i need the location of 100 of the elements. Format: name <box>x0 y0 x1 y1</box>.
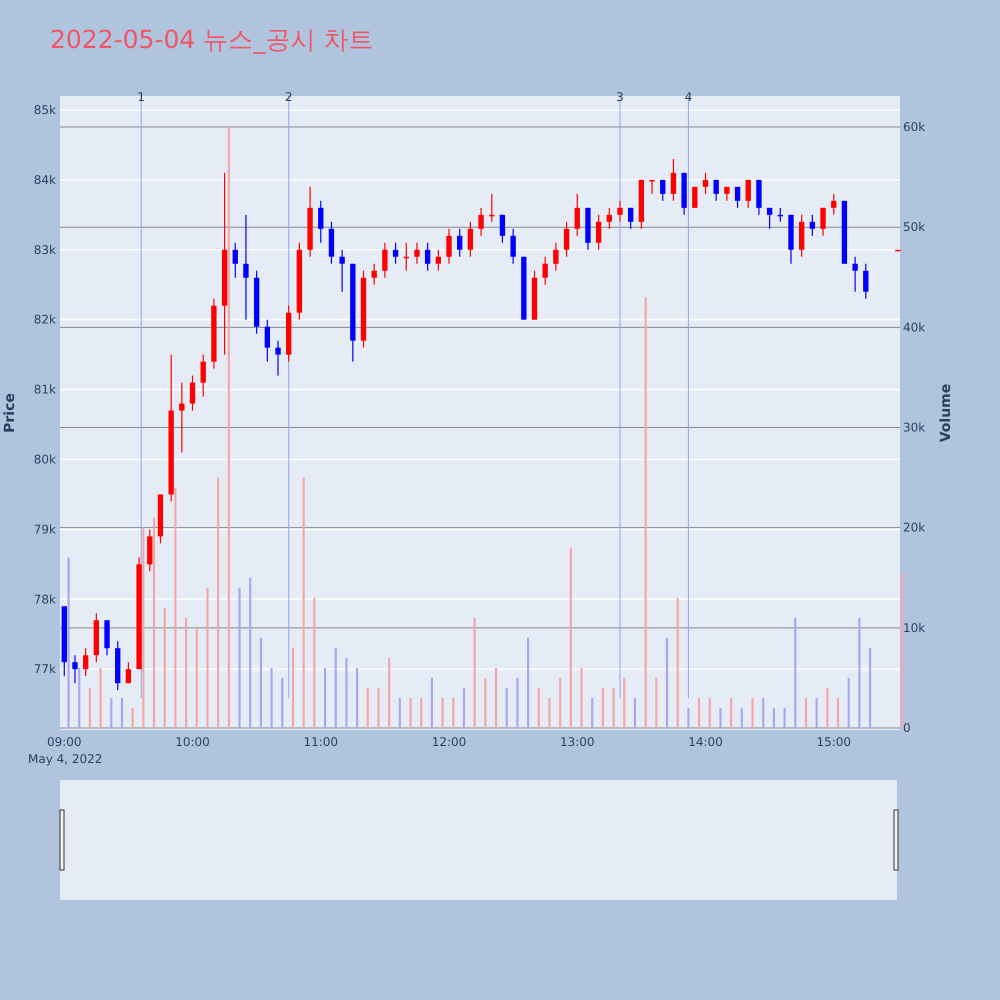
bar <box>848 678 850 728</box>
bar <box>602 688 604 728</box>
y-tick-label: 78k <box>34 592 56 606</box>
text: May 4, 2022 <box>28 752 102 766</box>
ref-line-label: 4 <box>684 90 692 104</box>
bar <box>334 648 337 728</box>
bar <box>623 678 626 728</box>
candlestick <box>372 263 377 286</box>
bar <box>238 588 241 728</box>
bar <box>88 688 91 728</box>
bar <box>570 548 572 728</box>
bar <box>228 127 230 728</box>
bar <box>826 688 828 728</box>
bar <box>494 668 498 728</box>
ref-line-label: 1 <box>137 90 146 104</box>
bar <box>174 488 176 728</box>
candlestick <box>243 214 249 320</box>
x-tick-label: 12:00 <box>432 735 466 749</box>
bar <box>676 598 679 728</box>
bar <box>474 618 476 728</box>
candlestick <box>766 207 772 230</box>
bar <box>110 698 112 728</box>
candlestick <box>670 158 676 202</box>
y-tick-label: 81k <box>34 382 56 397</box>
bar <box>580 668 583 728</box>
bar <box>185 618 188 728</box>
bar <box>730 698 732 728</box>
bar <box>516 678 518 728</box>
bar <box>836 698 840 728</box>
candlestick <box>734 186 740 208</box>
bar <box>462 688 466 728</box>
candlestick <box>436 249 441 272</box>
bar <box>687 708 690 728</box>
bar <box>740 708 743 728</box>
bar <box>548 698 551 728</box>
title: 2022-05-04 뉴스_공시 차트 <box>50 25 374 54</box>
bar <box>506 688 508 728</box>
bar <box>484 678 486 728</box>
candlestick <box>468 221 474 258</box>
bar <box>377 688 380 728</box>
bar <box>644 297 647 728</box>
bar <box>100 668 102 728</box>
bar <box>120 698 124 728</box>
candlestick <box>82 648 88 677</box>
candlestick <box>489 193 494 222</box>
y-tick-label: 79k <box>34 522 56 536</box>
candlestick <box>339 249 345 292</box>
candlestick <box>606 207 612 230</box>
y-tick-label: 84k <box>34 172 56 187</box>
bar <box>152 518 156 728</box>
candlestick <box>179 382 185 454</box>
y-tick-label: 82k <box>34 312 56 327</box>
bar <box>538 688 540 728</box>
bar <box>762 698 764 728</box>
candlestick <box>424 242 430 272</box>
bar <box>366 688 369 728</box>
bar <box>751 698 754 728</box>
bar <box>527 638 530 728</box>
bar <box>324 668 326 728</box>
bar <box>206 588 209 728</box>
candlestick <box>200 354 206 398</box>
bar <box>719 708 722 728</box>
bar <box>816 698 818 728</box>
y-tick-label: 85k <box>34 102 56 117</box>
y2-tick-label: 30k <box>903 420 926 435</box>
bar <box>67 558 70 728</box>
bar <box>430 678 433 728</box>
bar <box>132 708 134 728</box>
x-tick-label: 14:00 <box>688 735 723 749</box>
candlestick <box>382 242 388 278</box>
y2-tick-label: 40k <box>903 320 926 334</box>
ref-line-label: 3 <box>616 90 624 104</box>
candlestick <box>126 662 132 684</box>
candlestick <box>852 256 858 292</box>
bar <box>794 618 796 728</box>
candlestick <box>778 207 783 222</box>
bar <box>559 678 562 728</box>
bar <box>409 698 412 728</box>
candlestick <box>810 214 816 236</box>
bar <box>388 658 390 728</box>
bar <box>249 578 252 728</box>
candlestick <box>500 214 506 244</box>
y-axis-title: Price <box>2 393 18 433</box>
candlestick <box>510 228 516 264</box>
x-tick-label: 10:00 <box>175 735 210 749</box>
candlestick <box>574 193 580 236</box>
bar <box>164 608 166 728</box>
y-tick-label: 77k <box>34 662 56 676</box>
bar <box>442 698 444 728</box>
y2-tick-label: 10k <box>903 620 926 635</box>
candlestick <box>553 242 559 272</box>
x-tick-label: 15:00 <box>816 735 852 749</box>
bar <box>313 598 316 728</box>
candlestick <box>724 186 730 202</box>
candlestick <box>714 179 719 202</box>
y2-axis-title: Volume <box>938 384 954 442</box>
bar <box>634 698 636 728</box>
y-tick-label: 80k <box>34 452 56 466</box>
ref-line-label: 2 <box>284 90 293 104</box>
y2-tick-label: 60k <box>903 120 926 134</box>
